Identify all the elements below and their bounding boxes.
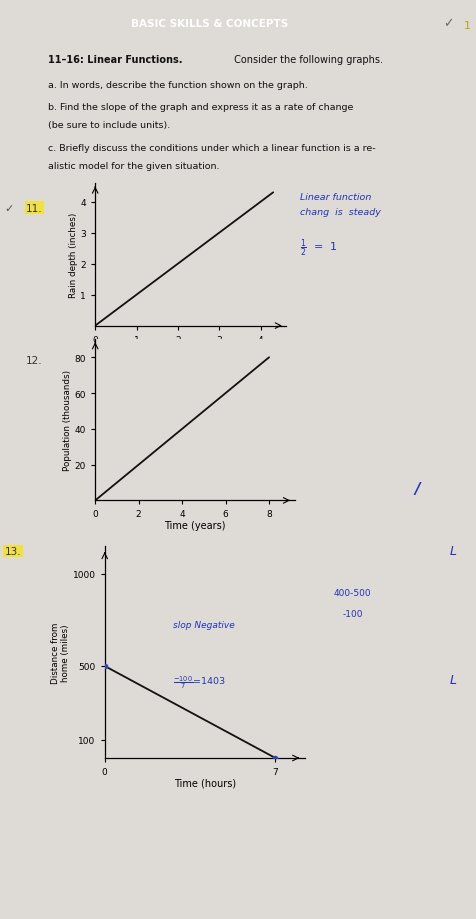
- Text: $\frac{-100}{7}$=1403: $\frac{-100}{7}$=1403: [173, 674, 226, 690]
- Text: L: L: [450, 545, 457, 558]
- Text: L: L: [450, 674, 457, 686]
- Text: 400-500: 400-500: [333, 588, 371, 597]
- Text: slop Negative: slop Negative: [173, 620, 235, 630]
- Text: ✓: ✓: [5, 204, 14, 213]
- X-axis label: Time (years): Time (years): [164, 520, 226, 530]
- Text: 11.: 11.: [26, 204, 43, 213]
- Text: c. Briefly discuss the conditions under which a linear function is a re-: c. Briefly discuss the conditions under …: [48, 143, 375, 153]
- Text: a. In words, describe the function shown on the graph.: a. In words, describe the function shown…: [48, 81, 307, 90]
- Text: 11.: 11.: [26, 204, 43, 213]
- Y-axis label: Rain depth (inches): Rain depth (inches): [69, 212, 78, 298]
- Text: /: /: [414, 482, 420, 496]
- Text: 12.: 12.: [26, 356, 43, 365]
- Text: $\frac{1}{2}$  =  1: $\frac{1}{2}$ = 1: [300, 237, 337, 258]
- Text: 11–16: Linear Functions.: 11–16: Linear Functions.: [48, 55, 182, 65]
- Y-axis label: Population (thousands): Population (thousands): [63, 370, 72, 471]
- Text: 13.: 13.: [5, 547, 21, 556]
- Text: Linear function: Linear function: [300, 193, 371, 202]
- Text: chang  is  steady: chang is steady: [300, 208, 381, 217]
- Text: BASIC SKILLS & CONCEPTS: BASIC SKILLS & CONCEPTS: [131, 19, 288, 28]
- X-axis label: Time (hours): Time (hours): [174, 777, 236, 788]
- Y-axis label: Distance from
home (miles): Distance from home (miles): [50, 622, 70, 683]
- Text: ✓: ✓: [443, 17, 453, 30]
- Text: b. Find the slope of the graph and express it as a rate of change: b. Find the slope of the graph and expre…: [48, 103, 353, 112]
- Text: -100: -100: [343, 609, 363, 618]
- Text: 1: 1: [464, 21, 471, 30]
- X-axis label: Time (hours): Time (hours): [159, 346, 221, 356]
- Text: (be sure to include units).: (be sure to include units).: [48, 121, 170, 130]
- Text: Consider the following graphs.: Consider the following graphs.: [231, 55, 383, 65]
- Text: alistic model for the given situation.: alistic model for the given situation.: [48, 162, 219, 171]
